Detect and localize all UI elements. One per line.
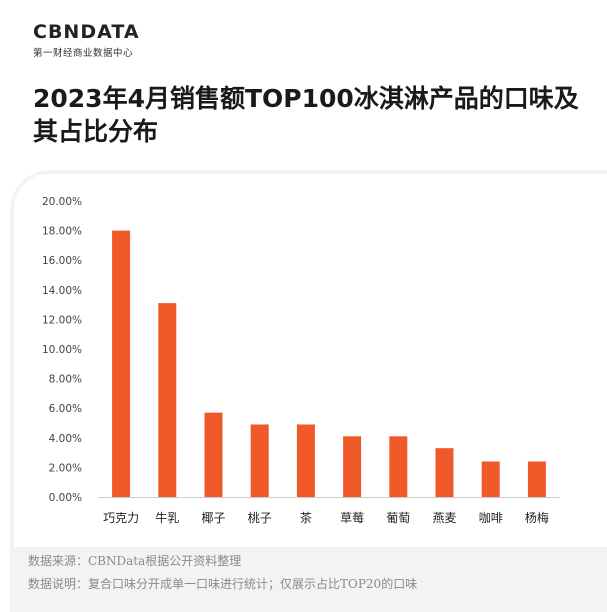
explain-note: 数据说明：复合口味分开成单一口味进行统计；仅展示占比TOP20的口味 (28, 577, 418, 591)
bar (435, 448, 454, 497)
x-tick-label: 茶 (300, 510, 312, 525)
bar (112, 230, 131, 497)
y-tick-label: 14.00% (42, 285, 82, 297)
y-tick-label: 0.00% (49, 492, 82, 504)
logo-brand: CBNDATA (33, 21, 140, 43)
y-tick-label: 20.00% (42, 196, 82, 208)
x-tick-label: 椰子 (201, 510, 225, 525)
bar (343, 436, 362, 497)
x-tick-label: 巧克力 (103, 511, 139, 525)
y-tick-label: 2.00% (49, 462, 82, 474)
bars (112, 230, 546, 497)
y-tick-label: 8.00% (49, 374, 82, 386)
y-tick-label: 16.00% (42, 255, 82, 267)
logo: CBNDATA 第一财经商业数据中心 (33, 22, 140, 59)
x-tick-label: 桃子 (248, 510, 272, 525)
y-axis-ticks: 0.00% 2.00% 4.00% 6.00% 8.00% 10.00% 12.00% 14.… (42, 196, 82, 504)
x-axis-labels: 巧克力 牛乳 椰子 桃子 茶 草莓 葡萄 燕麦 咖啡 杨梅 (103, 510, 549, 525)
bar (250, 424, 269, 497)
bar (389, 436, 408, 497)
y-tick-label: 12.00% (42, 314, 82, 326)
y-tick-label: 10.00% (42, 344, 82, 356)
bar (527, 461, 546, 497)
x-tick-label: 咖啡 (479, 510, 503, 525)
bar (204, 412, 223, 497)
x-tick-label: 草莓 (340, 511, 364, 525)
x-tick-label: 燕麦 (432, 511, 456, 525)
y-tick-label: 18.00% (42, 226, 82, 238)
y-tick-label: 4.00% (49, 433, 82, 445)
page-title: 2023年4月销售额TOP100冰淇淋产品的口味及其占比分布 (33, 84, 579, 146)
bar (481, 461, 500, 497)
y-tick-label: 6.00% (49, 403, 82, 415)
x-tick-label: 杨梅 (525, 510, 549, 525)
bar (296, 424, 315, 497)
source-note: 数据来源：CBNData根据公开资料整理 (28, 554, 242, 568)
x-tick-label: 葡萄 (386, 511, 410, 525)
bar (158, 303, 177, 497)
x-tick-label: 牛乳 (155, 510, 179, 525)
logo-tagline: 第一财经商业数据中心 (33, 48, 134, 59)
